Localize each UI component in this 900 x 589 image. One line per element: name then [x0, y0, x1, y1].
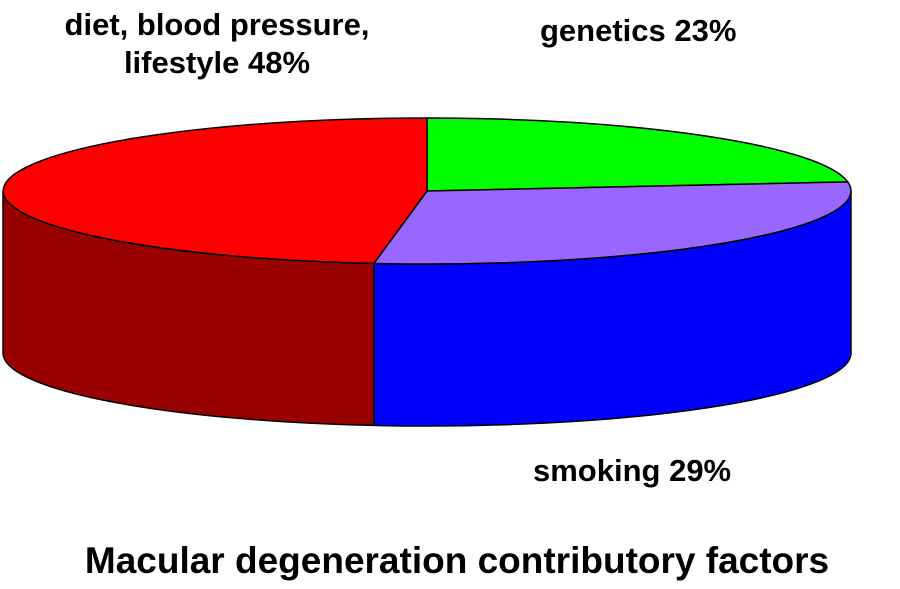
slice-top-diet — [2, 117, 428, 265]
slice-label-genetics: genetics 23% — [540, 13, 737, 48]
slice-label-diet-line-2: lifestyle 48% — [123, 45, 311, 80]
slice-label-diet: diet, blood pressure, lifestyle 48% — [44, 6, 390, 82]
slice-label-diet-line-1: diet, blood pressure, — [64, 7, 370, 42]
slice-label-smoking: smoking 29% — [533, 453, 732, 488]
slice-top-smoking — [372, 181, 852, 265]
chart-title: Macular degeneration contributory factor… — [84, 540, 830, 581]
slice-top-genetics — [426, 117, 850, 192]
